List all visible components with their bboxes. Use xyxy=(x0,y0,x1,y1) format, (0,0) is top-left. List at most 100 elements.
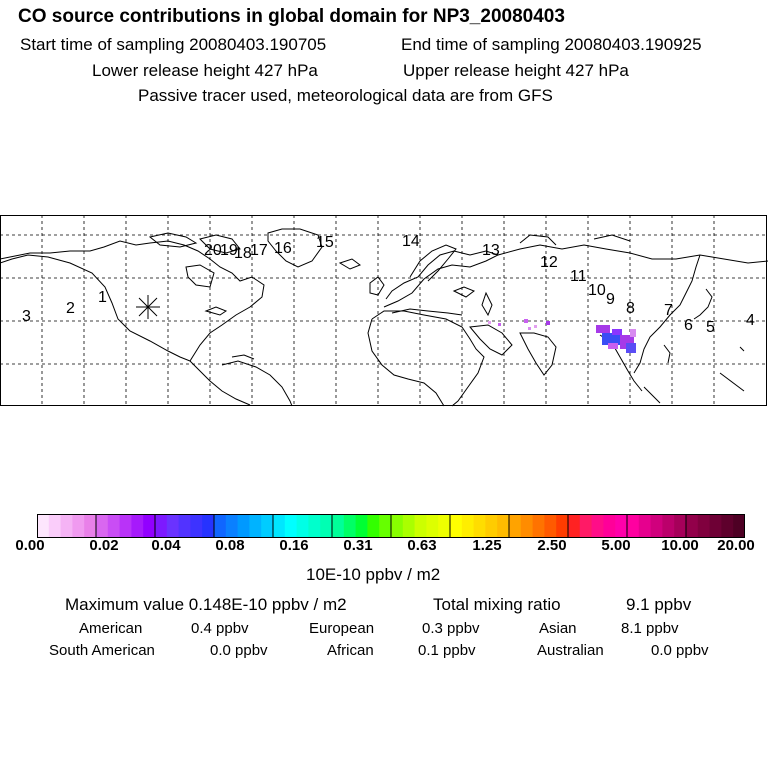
colorbar-swatch xyxy=(662,514,675,538)
colorbar-swatch xyxy=(355,514,368,538)
flight-point-10: 10 xyxy=(588,282,606,299)
flight-point-12: 12 xyxy=(540,254,558,271)
lower-release-height: Lower release height 427 hPa xyxy=(92,61,318,80)
colorbar-swatch xyxy=(60,514,73,538)
colorbar-tick-label: 0.63 xyxy=(407,537,437,554)
colorbar-swatch xyxy=(414,514,427,538)
end-time: End time of sampling 20080403.190925 xyxy=(401,35,702,54)
graticule xyxy=(0,215,768,406)
colorbar-tick-label: 0.04 xyxy=(151,537,181,554)
region-african-label: African xyxy=(327,642,374,659)
colorbar-swatch xyxy=(568,514,581,538)
color-scale-bar xyxy=(37,514,745,538)
colorbar-swatch xyxy=(509,514,522,538)
region-south-american-label: South American xyxy=(49,642,155,659)
colorbar-swatch xyxy=(733,514,745,538)
colorbar-swatch xyxy=(532,514,545,538)
colorbar-units: 10E-10 ppbv / m2 xyxy=(306,565,441,584)
colorbar-swatch xyxy=(461,514,475,538)
colorbar-swatch xyxy=(225,514,239,538)
colorbar-swatch xyxy=(214,514,227,538)
colorbar-swatch xyxy=(48,514,62,538)
colorbar-tick-label: 0.31 xyxy=(343,537,373,554)
colorbar-swatch xyxy=(485,514,498,538)
colorbar-tick-label: 0.08 xyxy=(215,537,245,554)
region-south-american-value: 0.0 ppbv xyxy=(210,642,268,659)
colorbar-swatch xyxy=(320,514,333,538)
colorbar-swatch xyxy=(615,514,628,538)
world-map: 1 2 3 4 5 6 7 8 9 10 11 12 13 14 15 16 1… xyxy=(0,215,768,407)
colorbar-border xyxy=(37,514,745,538)
region-australian-value: 0.0 ppbv xyxy=(651,642,709,659)
colorbar-tick-label: 0.16 xyxy=(279,537,309,554)
colorbar-swatch xyxy=(402,514,416,538)
flight-point-1: 1 xyxy=(98,289,107,306)
colorbar-swatch xyxy=(497,514,510,538)
colorbar-swatch xyxy=(650,514,663,538)
total-mixing-ratio-value: 9.1 ppbv xyxy=(626,595,692,614)
colorbar-swatch xyxy=(426,514,439,538)
flight-point-7: 7 xyxy=(664,302,673,319)
release-asterisk-icon xyxy=(136,295,160,319)
tracer-note: Passive tracer used, meteorological data… xyxy=(138,86,553,105)
colorbar-swatch xyxy=(591,514,604,538)
coastlines xyxy=(0,228,768,407)
region-american-label: American xyxy=(79,620,143,637)
colorbar-swatch xyxy=(131,514,144,538)
colorbar-tick-label: 10.00 xyxy=(661,537,699,554)
flight-point-8: 8 xyxy=(626,300,635,317)
colorbar-swatch xyxy=(119,514,132,538)
colorbar-swatch xyxy=(37,514,50,538)
colorbar-swatch xyxy=(296,514,309,538)
maximum-value: Maximum value 0.148E-10 ppbv / m2 xyxy=(65,595,347,614)
flight-point-16: 16 xyxy=(274,240,292,257)
colorbar-swatch xyxy=(520,514,534,538)
region-asian-label: Asian xyxy=(539,620,577,637)
colorbar-swatch xyxy=(450,514,463,538)
flight-point-14: 14 xyxy=(402,233,420,250)
colorbar-swatch xyxy=(603,514,616,538)
colorbar-swatch xyxy=(332,514,345,538)
colorbar-swatch xyxy=(579,514,593,538)
region-american-value: 0.4 ppbv xyxy=(191,620,249,637)
flight-point-19: 19 xyxy=(220,242,238,259)
flight-point-11: 11 xyxy=(570,268,587,285)
colorbar-tick-label: 0.00 xyxy=(15,537,45,554)
colorbar-swatch xyxy=(96,514,109,538)
colorbar-swatch xyxy=(249,514,262,538)
colorbar-tick-label: 1.25 xyxy=(472,537,502,554)
colorbar-swatch xyxy=(556,514,569,538)
colorbar-swatch xyxy=(202,514,215,538)
map-title: CO source contributions in global domain… xyxy=(18,6,565,27)
start-time: Start time of sampling 20080403.190705 xyxy=(20,35,327,54)
flight-point-15: 15 xyxy=(316,234,334,251)
flight-point-9: 9 xyxy=(606,291,615,308)
colorbar-tick-label: 20.00 xyxy=(717,537,755,554)
flight-point-13: 13 xyxy=(482,242,500,259)
colorbar-swatch xyxy=(155,514,168,538)
colorbar-tick-label: 5.00 xyxy=(601,537,631,554)
colorbar-swatch xyxy=(166,514,180,538)
colorbar-swatch xyxy=(627,514,640,538)
flight-point-2: 2 xyxy=(66,300,75,317)
colorbar-swatch xyxy=(284,514,298,538)
colorbar-swatch xyxy=(143,514,156,538)
colorbar-tick-label: 2.50 xyxy=(537,537,567,554)
colorbar-swatch xyxy=(473,514,486,538)
colorbar-swatch xyxy=(391,514,404,538)
colorbar-swatch xyxy=(686,514,699,538)
colorbar-tick-label: 0.02 xyxy=(89,537,119,554)
flight-point-6: 6 xyxy=(684,317,693,334)
colorbar-swatch xyxy=(674,514,687,538)
colorbar-swatch xyxy=(544,514,557,538)
region-asian-value: 8.1 ppbv xyxy=(621,620,679,637)
colorbar-swatch xyxy=(343,514,357,538)
colorbar-swatch xyxy=(178,514,191,538)
colorbar-swatch xyxy=(721,514,734,538)
colorbar-swatch xyxy=(261,514,274,538)
colorbar-swatch xyxy=(379,514,392,538)
co-plume xyxy=(488,319,636,353)
colorbar-swatch xyxy=(237,514,250,538)
colorbar-swatch xyxy=(638,514,652,538)
colorbar-swatch xyxy=(72,514,85,538)
